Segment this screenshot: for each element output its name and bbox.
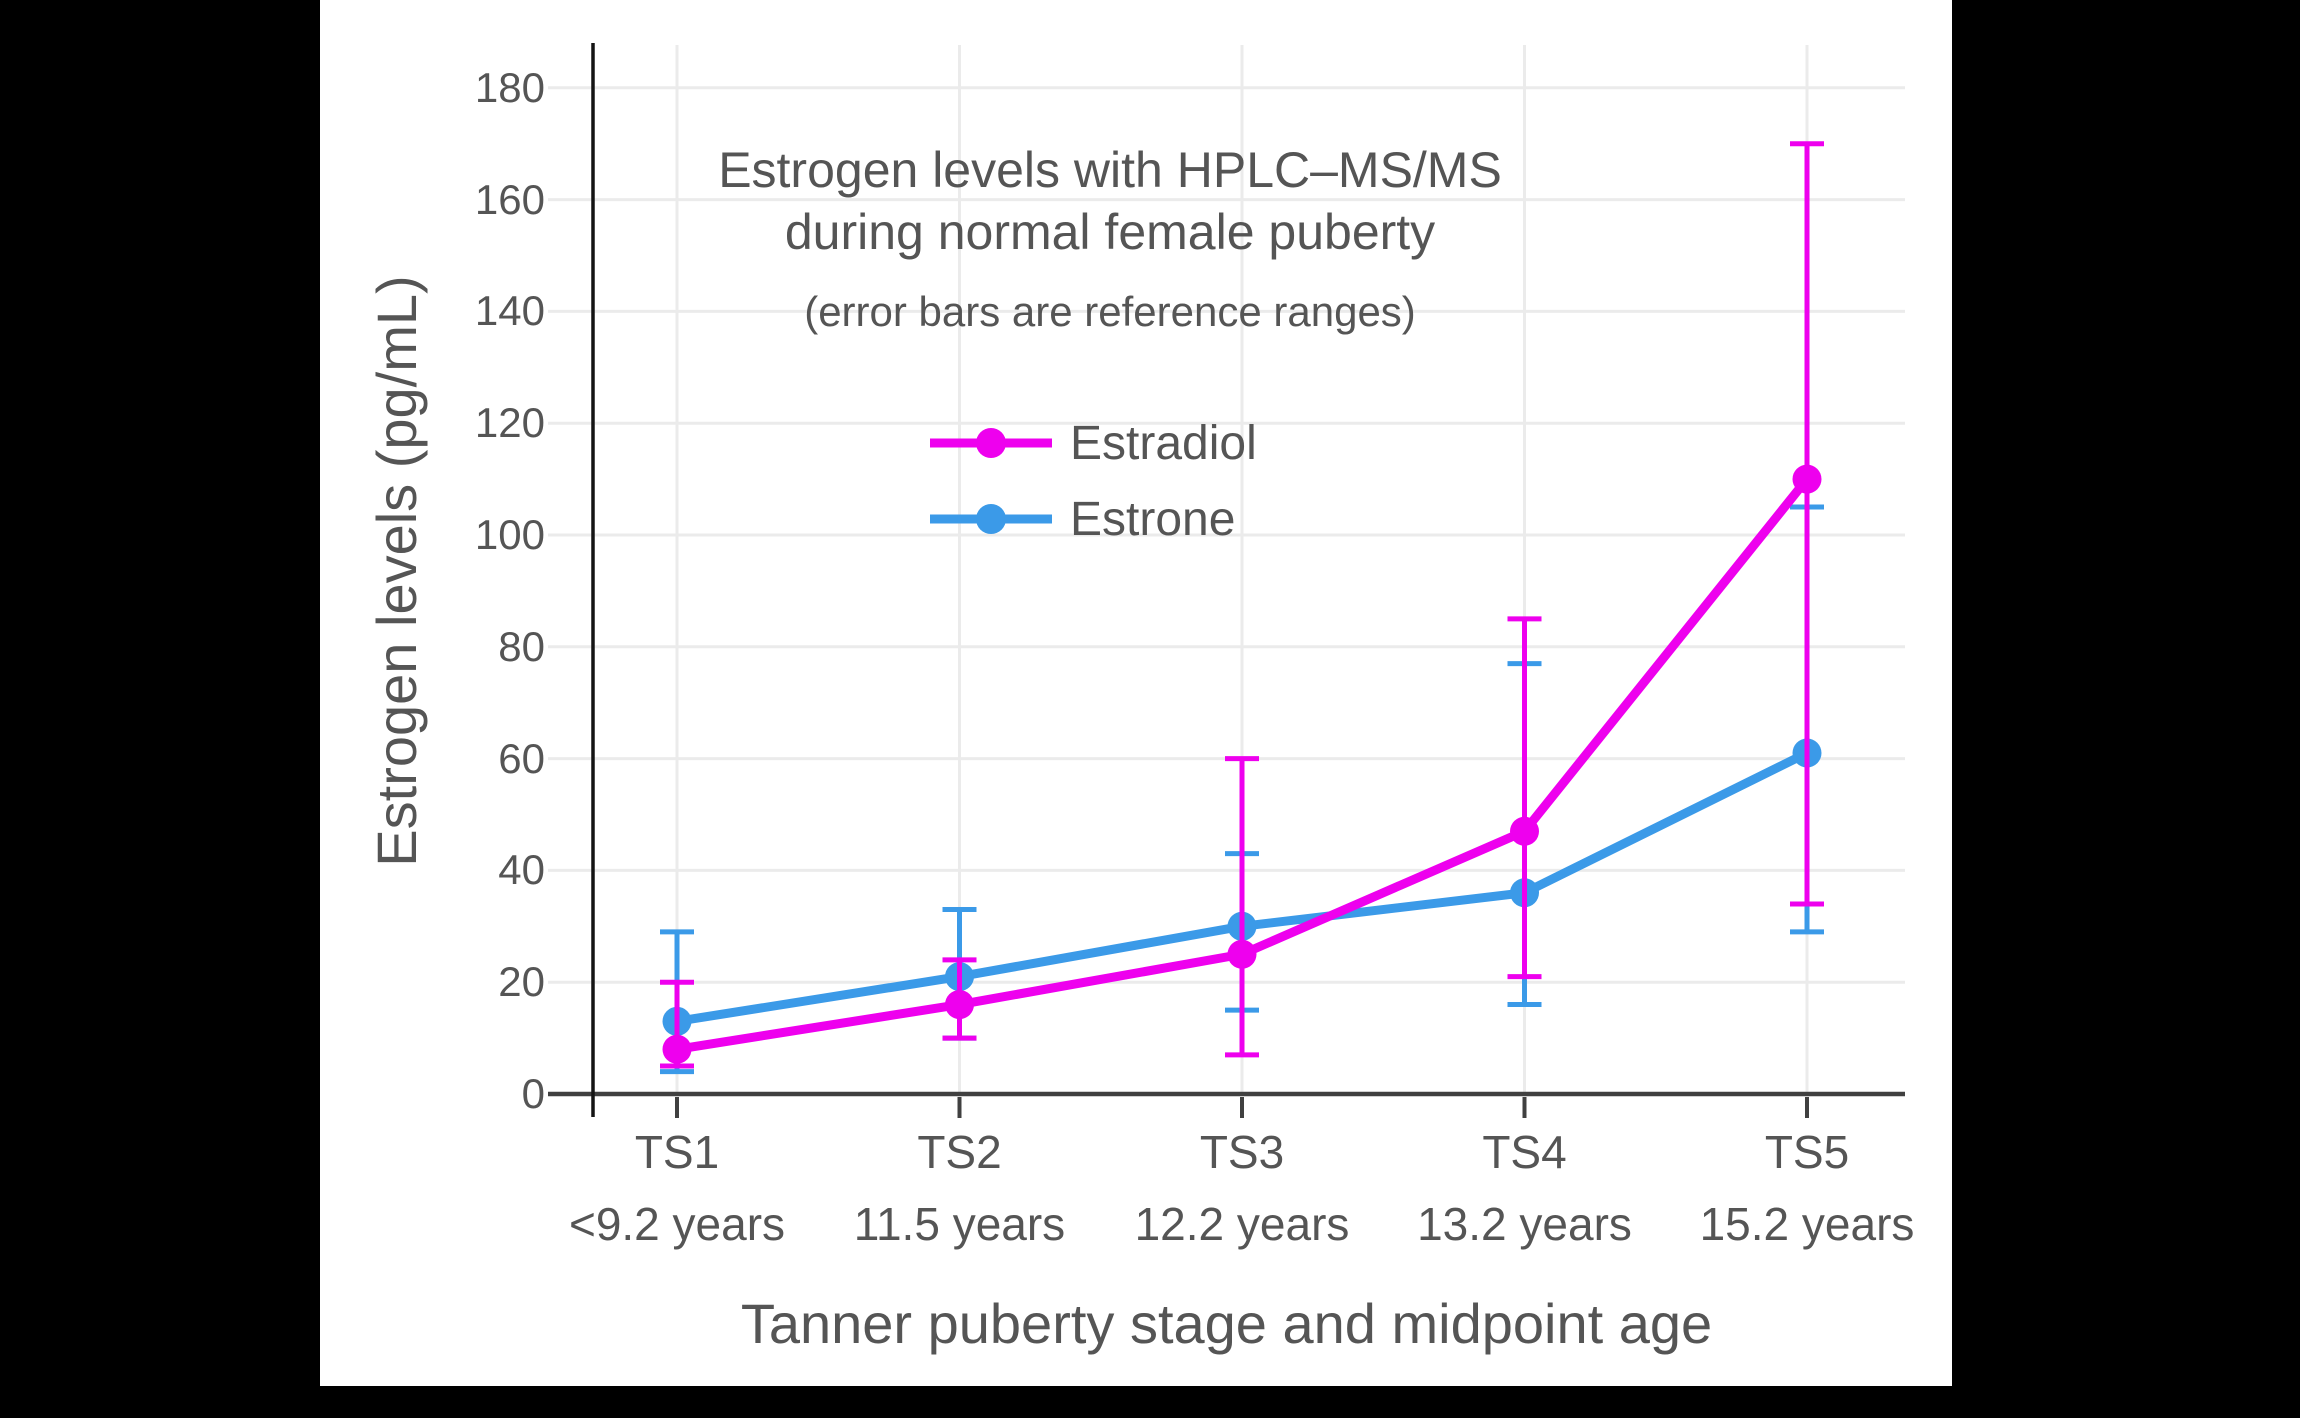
y-tick-label-100: 100 xyxy=(474,511,545,558)
x-tick-label-TS2: TS2 xyxy=(917,1126,1002,1178)
x-tick-label-TS1: TS1 xyxy=(634,1126,720,1178)
estradiol-marker-TS1 xyxy=(662,1034,692,1064)
x-tick-age-label-TS4: 13.2 years xyxy=(1417,1198,1632,1250)
estradiol-marker-TS2 xyxy=(945,990,974,1020)
x-tick-label-TS5: TS5 xyxy=(1764,1126,1850,1178)
legend-label-estrone: Estrone xyxy=(1070,492,1236,546)
y-tick-label-160: 160 xyxy=(474,175,545,223)
x-axis-title: Tanner puberty stage and midpoint age xyxy=(740,1292,1713,1355)
x-tick-age-label-TS5: 15.2 years xyxy=(1699,1198,1915,1250)
estradiol-line-marker-icon xyxy=(930,428,1052,458)
legend-item-estrone: Estrone xyxy=(930,492,1257,546)
y-tick-label-120: 120 xyxy=(474,399,545,447)
y-tick-label-80: 80 xyxy=(498,622,545,670)
estradiol-marker-TS3 xyxy=(1227,939,1257,969)
x-tick-label-TS4: TS4 xyxy=(1482,1126,1567,1178)
x-tick-label-TS3: TS3 xyxy=(1199,1126,1285,1178)
chart-title-line1: Estrogen levels with HPLC–MS/MS xyxy=(718,142,1502,198)
estradiol-marker-TS4 xyxy=(1510,816,1539,846)
y-tick-label-20: 20 xyxy=(498,958,545,1006)
x-tick-age-label-TS2: 11.5 years xyxy=(853,1198,1066,1250)
legend-item-estradiol: Estradiol xyxy=(930,416,1257,470)
x-tick-age-label-TS1: <9.2 years xyxy=(568,1198,786,1250)
y-tick-label-60: 60 xyxy=(498,734,545,782)
y-tick-label-140: 140 xyxy=(474,287,545,335)
estrone-line-marker-icon xyxy=(930,504,1052,534)
legend-label-estradiol: Estradiol xyxy=(1070,416,1257,470)
estradiol-marker-TS5 xyxy=(1792,464,1822,494)
x-tick-age-label-TS3: 12.2 years xyxy=(1134,1198,1350,1250)
y-tick-label-40: 40 xyxy=(498,846,545,894)
chart-subtitle: (error bars are reference ranges) xyxy=(804,288,1416,335)
y-tick-label-180: 180 xyxy=(474,63,545,111)
chart-title-line2: during normal female puberty xyxy=(784,204,1436,260)
y-tick-label-0: 0 xyxy=(521,1070,545,1117)
legend: Estradiol Estrone xyxy=(930,417,1257,569)
